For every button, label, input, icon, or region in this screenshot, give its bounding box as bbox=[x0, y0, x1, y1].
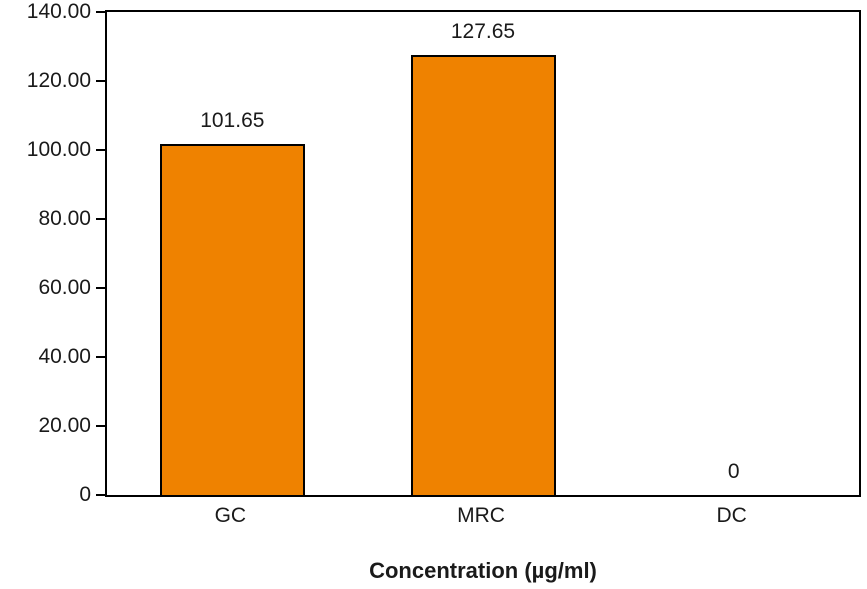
y-axis-tick bbox=[96, 494, 105, 496]
x-axis-title: Concentration (µg/ml) bbox=[369, 558, 597, 583]
y-tick-label: 20.00 bbox=[38, 414, 91, 437]
y-tick-label: 140.00 bbox=[26, 0, 91, 23]
bar-value-label: 0 bbox=[727, 460, 740, 483]
y-tick-label: 40.00 bbox=[38, 345, 91, 368]
bar-mrc bbox=[410, 54, 556, 495]
y-tick-label: 80.00 bbox=[38, 207, 91, 230]
y-axis-tick bbox=[96, 218, 105, 220]
plot-area: 140.00 120.00 100.00 80.00 60.00 40.00 20.00 0 1… bbox=[27, 0, 861, 506]
x-category-label: GC bbox=[214, 504, 247, 527]
bar-gc bbox=[159, 144, 305, 495]
y-axis-tick bbox=[96, 149, 105, 151]
y-tick-label: 0 bbox=[79, 483, 91, 506]
y-tick-label: 100.00 bbox=[26, 138, 91, 161]
y-tick-label: 60.00 bbox=[38, 276, 91, 299]
bar-value-label: 127.65 bbox=[450, 19, 516, 43]
y-axis-tick bbox=[96, 11, 105, 13]
y-axis-tick bbox=[96, 287, 105, 289]
y-axis-tick bbox=[96, 356, 105, 358]
y-tick-label: 120.00 bbox=[26, 69, 91, 92]
bar-value-label: 101.65 bbox=[200, 109, 265, 133]
y-axis-tick bbox=[96, 80, 105, 82]
x-category-label: MRC bbox=[457, 504, 505, 527]
x-category-label: DC bbox=[716, 504, 747, 527]
y-axis-tick bbox=[96, 425, 105, 427]
